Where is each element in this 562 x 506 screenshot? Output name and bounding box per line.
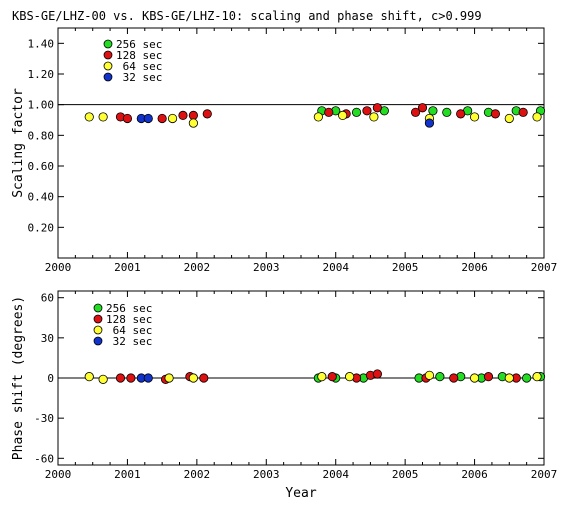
legend-label: 32 sec (106, 335, 152, 348)
legend-marker (93, 314, 103, 324)
y-tick-label: -60 (34, 452, 54, 465)
data-point-128-sec (518, 107, 528, 117)
data-point-128-sec (202, 109, 212, 119)
data-point-64-sec (84, 372, 94, 382)
legend-marker (103, 61, 113, 71)
data-point-256-sec (435, 372, 445, 382)
data-point-64-sec (317, 372, 327, 382)
legend-marker (103, 39, 113, 49)
legend-marker (103, 72, 113, 82)
data-point-256-sec (522, 373, 532, 383)
chart-panel-phase: 2000 2001 2002 2003 2004 2005 2006 2007 -60 -30 0 3… (11, 290, 558, 501)
data-point-32-sec (424, 118, 435, 128)
y-axis-label: Scaling factor (11, 88, 26, 198)
x-tick-label: 2006 (461, 261, 488, 274)
data-point-64-sec (504, 373, 514, 383)
data-point-64-sec (313, 112, 323, 122)
chart-panel-scaling: 2000 2001 2002 2003 2004 2005 2006 2007 0.20 0.40… (11, 27, 558, 274)
data-point-64-sec (469, 373, 480, 383)
data-point-64-sec (98, 112, 108, 122)
legend-marker (93, 303, 103, 313)
x-tick-label: 2002 (184, 468, 211, 481)
data-point-128-sec (362, 106, 372, 116)
data-point-128-sec (199, 373, 209, 383)
data-point-128-sec (372, 369, 382, 379)
y-tick-label: 0.60 (28, 160, 55, 173)
data-point-64-sec (167, 113, 178, 124)
data-point-64-sec (84, 112, 94, 122)
legend-marker (103, 50, 113, 60)
data-point-128-sec (327, 372, 337, 382)
data-point-64-sec (532, 112, 542, 122)
data-point-128-sec (324, 107, 334, 117)
x-axis-label: Year (285, 486, 316, 501)
data-point-64-sec (469, 112, 480, 122)
data-point-64-sec (504, 113, 514, 124)
legend-label: 128 sec (106, 313, 152, 326)
data-point-128-sec (178, 110, 188, 121)
data-point-64-sec (369, 112, 379, 122)
x-tick-label: 2000 (45, 261, 72, 274)
data-point-64-sec (532, 372, 542, 382)
data-point-128-sec (122, 113, 133, 124)
x-tick-label: 2001 (114, 468, 141, 481)
y-tick-label: 0.80 (28, 129, 55, 142)
data-point-32-sec (143, 113, 153, 124)
y-tick-label: 30 (41, 332, 54, 345)
legend-label: 256 sec (106, 302, 152, 315)
y-tick-label: -30 (34, 412, 54, 425)
y-tick-label: 0.40 (28, 191, 55, 204)
x-tick-label: 2002 (184, 261, 211, 274)
legend-label: 256 sec (116, 38, 162, 51)
y-axis-label: Phase shift (degrees) (11, 296, 26, 460)
legend-marker (93, 325, 103, 335)
data-point-256-sec (442, 107, 452, 117)
data-point-64-sec (338, 110, 348, 121)
data-point-128-sec (456, 109, 466, 119)
x-tick-label: 2001 (114, 261, 141, 274)
data-point-128-sec (188, 110, 198, 121)
data-point-128-sec (157, 113, 167, 124)
legend-label: 128 sec (116, 49, 162, 62)
x-tick-label: 2005 (392, 261, 419, 274)
x-tick-label: 2005 (392, 468, 419, 481)
x-tick-label: 2007 (531, 468, 558, 481)
y-tick-label: 0 (47, 372, 54, 385)
legend-label: 64 sec (106, 324, 152, 337)
y-tick-label: 60 (41, 292, 54, 305)
data-point-32-sec (143, 373, 153, 383)
y-tick-label: 0.20 (28, 221, 55, 234)
legend-label: 64 sec (116, 60, 162, 73)
data-point-128-sec (417, 103, 428, 113)
legend-label: 32 sec (116, 71, 162, 84)
x-tick-label: 2004 (322, 261, 349, 274)
x-tick-label: 2000 (45, 468, 72, 481)
data-point-128-sec (115, 373, 126, 383)
data-point-128-sec (410, 107, 421, 117)
data-point-256-sec (428, 106, 438, 116)
data-point-64-sec (98, 374, 108, 384)
x-tick-label: 2006 (461, 468, 488, 481)
data-point-64-sec (188, 118, 198, 128)
x-tick-label: 2003 (253, 261, 280, 274)
x-tick-label: 2004 (322, 468, 349, 481)
y-tick-label: 1.00 (28, 99, 55, 112)
y-tick-label: 1.20 (28, 68, 55, 81)
data-point-64-sec (164, 373, 174, 383)
x-tick-label: 2003 (253, 468, 280, 481)
data-point-128-sec (483, 372, 494, 382)
data-point-128-sec (490, 109, 500, 119)
data-point-64-sec (344, 372, 355, 382)
legend-marker (93, 336, 103, 346)
y-tick-label: 1.40 (28, 37, 55, 50)
x-tick-label: 2007 (531, 261, 558, 274)
data-point-64-sec (424, 370, 435, 380)
data-point-256-sec (351, 107, 362, 117)
figure-title: KBS-GE/LHZ-00 vs. KBS-GE/LHZ-10: scaling… (12, 9, 482, 23)
data-point-128-sec (372, 103, 382, 113)
data-point-128-sec (126, 373, 136, 383)
data-point-64-sec (188, 373, 198, 383)
data-point-128-sec (449, 373, 459, 383)
